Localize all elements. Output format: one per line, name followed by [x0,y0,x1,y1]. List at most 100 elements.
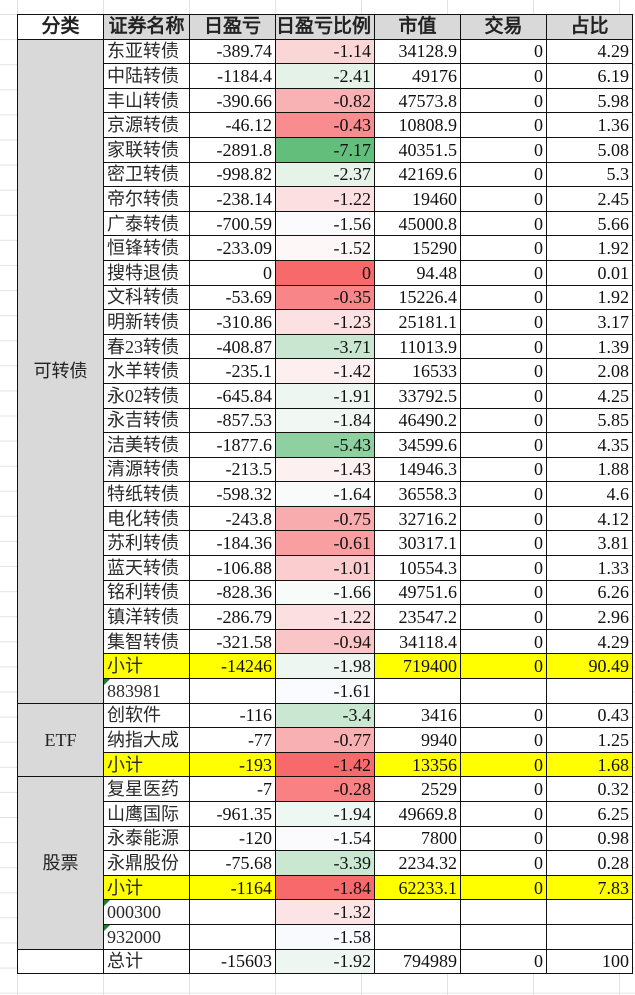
daily-pnl-cell[interactable]: -120 [189,825,276,852]
share-cell[interactable]: 5.3 [546,161,634,188]
daily-pnl-ratio-cell[interactable]: -0.61 [274,530,376,557]
trade-cell[interactable]: 0 [460,850,548,876]
trade-cell[interactable] [460,678,548,704]
daily-pnl-ratio-cell[interactable]: -0.75 [274,505,376,532]
name-cell[interactable]: 小计 [103,874,190,901]
name-cell[interactable]: 蓝天转债 [103,555,190,581]
name-cell[interactable]: 京源转债 [103,112,190,138]
name-cell[interactable]: 小计 [103,653,190,680]
market-value-cell[interactable]: 40351.5 [374,136,462,163]
share-cell[interactable] [546,899,634,925]
name-cell[interactable]: 春23转债 [103,333,190,360]
trade-cell[interactable]: 0 [460,505,548,532]
market-value-cell[interactable]: 3416 [374,702,462,729]
trade-cell[interactable]: 0 [460,112,548,138]
share-cell[interactable]: 1.92 [546,235,634,261]
market-value-cell[interactable]: 49176 [374,63,462,89]
daily-pnl-cell[interactable]: -213.5 [189,456,276,483]
share-cell[interactable]: 1.36 [546,112,634,138]
trade-cell[interactable]: 0 [460,284,548,311]
daily-pnl-cell[interactable]: -321.58 [189,628,276,655]
daily-pnl-ratio-cell[interactable]: -1.43 [274,456,376,483]
name-cell[interactable]: 铭利转债 [103,579,190,606]
trade-cell[interactable]: 0 [460,456,548,483]
share-cell[interactable]: 5.08 [546,136,634,163]
trade-cell[interactable]: 0 [460,333,548,360]
trade-cell[interactable]: 0 [460,579,548,606]
daily-pnl-cell[interactable]: -389.74 [189,38,276,65]
share-cell[interactable]: 1.92 [546,284,634,311]
market-value-cell[interactable] [374,678,462,704]
share-cell[interactable]: 7.83 [546,874,634,901]
daily-pnl-cell[interactable] [189,899,276,925]
daily-pnl-cell[interactable]: -243.8 [189,505,276,532]
share-cell[interactable]: 0.32 [546,776,634,802]
daily-pnl-ratio-cell[interactable]: -3.39 [274,850,376,876]
name-cell[interactable]: 932000 [103,923,190,950]
market-value-cell[interactable]: 32716.2 [374,505,462,532]
trade-cell[interactable]: 0 [460,235,548,261]
market-value-cell[interactable]: 47573.8 [374,87,462,114]
trade-cell[interactable] [460,923,548,950]
market-value-cell[interactable]: 15290 [374,235,462,261]
name-cell[interactable]: 永02转债 [103,382,190,409]
name-cell[interactable]: 复星医药 [103,776,190,802]
daily-pnl-cell[interactable]: 0 [189,259,276,286]
share-cell[interactable]: 4.29 [546,38,634,65]
header-trade[interactable]: 交易 [460,14,548,40]
daily-pnl-ratio-cell[interactable]: -1.54 [274,825,376,852]
daily-pnl-ratio-cell[interactable]: -1.52 [274,235,376,261]
share-cell[interactable]: 4.35 [546,432,634,458]
trade-cell[interactable]: 0 [460,309,548,335]
name-cell[interactable]: 东亚转债 [103,38,190,65]
trade-cell[interactable]: 0 [460,628,548,655]
market-value-cell[interactable]: 719400 [374,653,462,680]
name-cell[interactable]: 明新转债 [103,309,190,335]
trade-cell[interactable]: 0 [460,186,548,212]
trade-cell[interactable]: 0 [460,530,548,557]
category-cell[interactable]: 股票 [17,776,104,950]
market-value-cell[interactable]: 46490.2 [374,407,462,434]
daily-pnl-cell[interactable]: -75.68 [189,850,276,876]
share-cell[interactable]: 100 [546,948,634,975]
share-cell[interactable]: 1.88 [546,456,634,483]
share-cell[interactable]: 6.25 [546,801,634,827]
daily-pnl-cell[interactable]: -233.09 [189,235,276,261]
trade-cell[interactable]: 0 [460,702,548,729]
share-cell[interactable]: 2.96 [546,604,634,630]
market-value-cell[interactable]: 794989 [374,948,462,975]
header-share[interactable]: 占比 [546,14,634,40]
share-cell[interactable]: 2.45 [546,186,634,212]
daily-pnl-cell[interactable]: -106.88 [189,555,276,581]
share-cell[interactable]: 4.6 [546,481,634,507]
share-cell[interactable]: 2.08 [546,358,634,384]
daily-pnl-cell[interactable]: -857.53 [189,407,276,434]
market-value-cell[interactable]: 45000.8 [374,210,462,237]
daily-pnl-cell[interactable]: -390.66 [189,87,276,114]
trade-cell[interactable]: 0 [460,63,548,89]
daily-pnl-cell[interactable] [189,923,276,950]
daily-pnl-ratio-cell[interactable]: -0.28 [274,776,376,802]
share-cell[interactable]: 0.01 [546,259,634,286]
header-daily-pnl-ratio[interactable]: 日盈亏比例 [274,14,376,40]
header-daily-pnl[interactable]: 日盈亏 [189,14,276,40]
daily-pnl-ratio-cell[interactable]: -0.94 [274,628,376,655]
name-cell[interactable]: 山鹰国际 [103,801,190,827]
name-cell[interactable]: 永鼎股份 [103,850,190,876]
daily-pnl-ratio-cell[interactable]: -1.14 [274,38,376,65]
daily-pnl-cell[interactable]: -1184.4 [189,63,276,89]
daily-pnl-cell[interactable]: -53.69 [189,284,276,311]
daily-pnl-ratio-cell[interactable]: -1.91 [274,382,376,409]
trade-cell[interactable]: 0 [460,948,548,975]
name-cell[interactable]: 搜特退债 [103,259,190,286]
share-cell[interactable]: 4.25 [546,382,634,409]
daily-pnl-cell[interactable]: -408.87 [189,333,276,360]
daily-pnl-ratio-cell[interactable]: -1.32 [274,899,376,925]
daily-pnl-ratio-cell[interactable]: -1.42 [274,751,376,778]
name-cell[interactable]: 纳指大成 [103,727,190,753]
trade-cell[interactable]: 0 [460,555,548,581]
daily-pnl-ratio-cell[interactable]: -1.64 [274,481,376,507]
market-value-cell[interactable]: 10554.3 [374,555,462,581]
category-cell[interactable]: ETF [17,702,104,778]
share-cell[interactable]: 0.43 [546,702,634,729]
